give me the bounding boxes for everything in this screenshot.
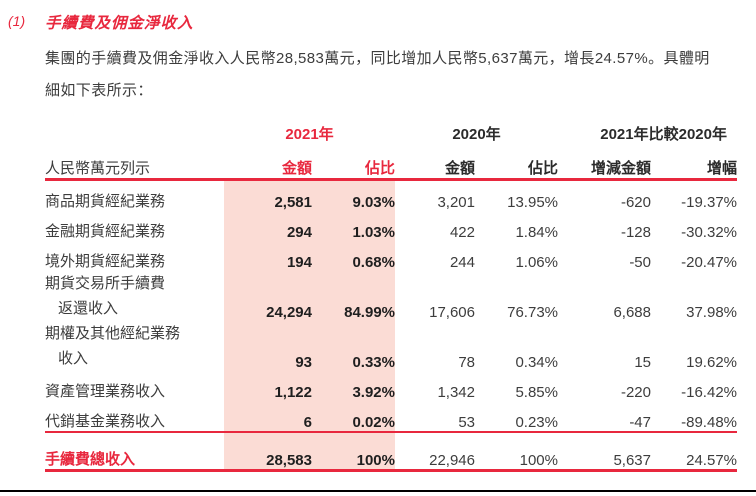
cell-2020-share: 1.84% [515, 224, 558, 241]
cell-2020-share: 76.73% [507, 304, 558, 321]
col-header-amount-2021: 金額 [224, 144, 312, 181]
row-label-line-2: 收入 [58, 350, 89, 367]
cell-2021-amount: 24,294 [224, 271, 312, 321]
year-header-spacer [45, 116, 224, 144]
row-label: 境外期貨經紀業務 [45, 253, 166, 270]
cell-change-rate: -89.48% [681, 414, 737, 431]
row-label: 期權及其他經紀業務 收入 [45, 321, 224, 371]
cell-2021-share: 1.03% [312, 211, 395, 241]
section-title: 手續費及佣金淨收入 [45, 15, 194, 32]
cell-2021-amount: 6 [224, 401, 312, 432]
table-year-header-row: 2021年 2020年 2021年比較2020年 [45, 116, 737, 144]
table-row-fund-distribution: 代銷基金業務收入 6 0.02% 53 0.23% -47 -89.48% [45, 401, 737, 432]
cell-2020-share: 1.06% [515, 254, 558, 271]
cell-2021-share: 3.92% [312, 371, 395, 401]
cell-2020-amount: 1,342 [437, 384, 475, 401]
paragraph-line-1: 集團的手續費及佣金淨收入人民幣28,583萬元，同比增加人民幣5,637萬元，增… [45, 50, 710, 67]
cell-change-amount: 6,688 [613, 304, 651, 321]
cell-2021-amount: 93 [224, 321, 312, 371]
cell-change-rate: 19.62% [686, 354, 737, 371]
cell-2020-share-total: 100% [475, 431, 558, 472]
cell-2021-share-total: 100% [312, 431, 395, 472]
cell-change-rate: -19.37% [681, 194, 737, 211]
col-header-share-2021: 佔比 [312, 144, 395, 181]
cell-2020-amount: 244 [449, 254, 475, 271]
col-header-change-rate: 增幅 [651, 144, 737, 181]
cell-2020-share: 0.34% [515, 354, 558, 371]
cell-change-amount: -47 [629, 414, 651, 431]
row-label: 商品期貨經紀業務 [45, 193, 166, 210]
row-label-line-2: 返還收入 [58, 300, 119, 317]
cell-2020-amount: 17,606 [429, 304, 475, 321]
cell-2020-amount: 78 [458, 354, 475, 371]
unit-label: 人民幣萬元列示 [45, 144, 224, 181]
cell-2021-amount: 194 [224, 241, 312, 271]
table-row-financial-futures: 金融期貨經紀業務 294 1.03% 422 1.84% -128 -30.32… [45, 211, 737, 241]
row-label-line-1: 期權及其他經紀業務 [45, 325, 181, 342]
cell-change-rate: -16.42% [681, 384, 737, 401]
table-row-total: 手續費總收入 28,583 100% 22,946 100% 5,637 24.… [45, 431, 737, 472]
row-label: 期貨交易所手續費 返還收入 [45, 271, 224, 321]
cell-change-amount: -220 [620, 384, 651, 401]
total-row-label: 手續費總收入 [45, 431, 224, 472]
cell-change-amount: -620 [620, 194, 651, 211]
cell-change-amount: -50 [629, 254, 651, 271]
row-label: 資產管理業務收入 [45, 383, 166, 400]
paragraph-line-2: 細如下表所示： [45, 82, 153, 99]
table-row-asset-management: 資產管理業務收入 1,122 3.92% 1,342 5.85% -220 -1… [45, 371, 737, 401]
table-column-header-row: 人民幣萬元列示 金額 佔比 金額 佔比 增減金額 增幅 [45, 144, 737, 181]
cell-2021-share: 0.68% [312, 241, 395, 271]
year-2021-header: 2021年 [285, 126, 334, 143]
cell-2020-amount: 53 [458, 414, 475, 431]
col-header-share-2020: 佔比 [475, 144, 558, 181]
cell-change-rate: 37.98% [686, 304, 737, 321]
row-label-line-1: 期貨交易所手續費 [45, 275, 166, 292]
cell-2021-amount: 294 [224, 211, 312, 241]
row-label: 代銷基金業務收入 [45, 413, 166, 430]
cell-2020-amount: 3,201 [437, 194, 475, 211]
section-number: (1) [8, 13, 26, 29]
table-row-options-other-brokerage: 期權及其他經紀業務 收入 93 0.33% 78 0.34% 15 19.62% [45, 321, 737, 371]
cell-2020-amount: 422 [449, 224, 475, 241]
cell-2020-share: 5.85% [515, 384, 558, 401]
cell-2020-share: 13.95% [507, 194, 558, 211]
year-2020-header: 2020年 [452, 126, 501, 143]
cell-2021-amount: 2,581 [224, 179, 312, 211]
cell-change-rate: -30.32% [681, 224, 737, 241]
cell-change-amount: 15 [634, 354, 651, 371]
cell-change-rate: -20.47% [681, 254, 737, 271]
cell-change-amount: -128 [620, 224, 651, 241]
year-compare-header: 2021年比較2020年 [600, 126, 727, 143]
col-header-change-amount: 增減金額 [558, 144, 651, 181]
cell-2020-amount-total: 22,946 [395, 431, 475, 472]
table-row-overseas-futures: 境外期貨經紀業務 194 0.68% 244 1.06% -50 -20.47% [45, 241, 737, 271]
cell-2021-amount-total: 28,583 [224, 431, 312, 472]
cell-change-amount-total: 5,637 [558, 431, 651, 472]
table-row-commodity-futures: 商品期貨經紀業務 2,581 9.03% 3,201 13.95% -620 -… [45, 179, 737, 211]
cell-2021-share: 0.02% [312, 401, 395, 432]
cell-2021-share: 0.33% [312, 321, 395, 371]
row-label: 金融期貨經紀業務 [45, 223, 166, 240]
col-header-amount-2020: 金額 [395, 144, 475, 181]
cell-2021-share: 9.03% [312, 179, 395, 211]
fee-commission-table: 2021年 2020年 2021年比較2020年 人民幣萬元列示 金額 佔比 金… [45, 116, 737, 472]
cell-2020-share: 0.23% [515, 414, 558, 431]
cell-2021-share: 84.99% [312, 271, 395, 321]
page-bottom-border [0, 490, 756, 492]
table-row-exchange-fee-refund: 期貨交易所手續費 返還收入 24,294 84.99% 17,606 76.73… [45, 271, 737, 321]
cell-2021-amount: 1,122 [224, 371, 312, 401]
cell-change-rate-total: 24.57% [651, 431, 737, 472]
